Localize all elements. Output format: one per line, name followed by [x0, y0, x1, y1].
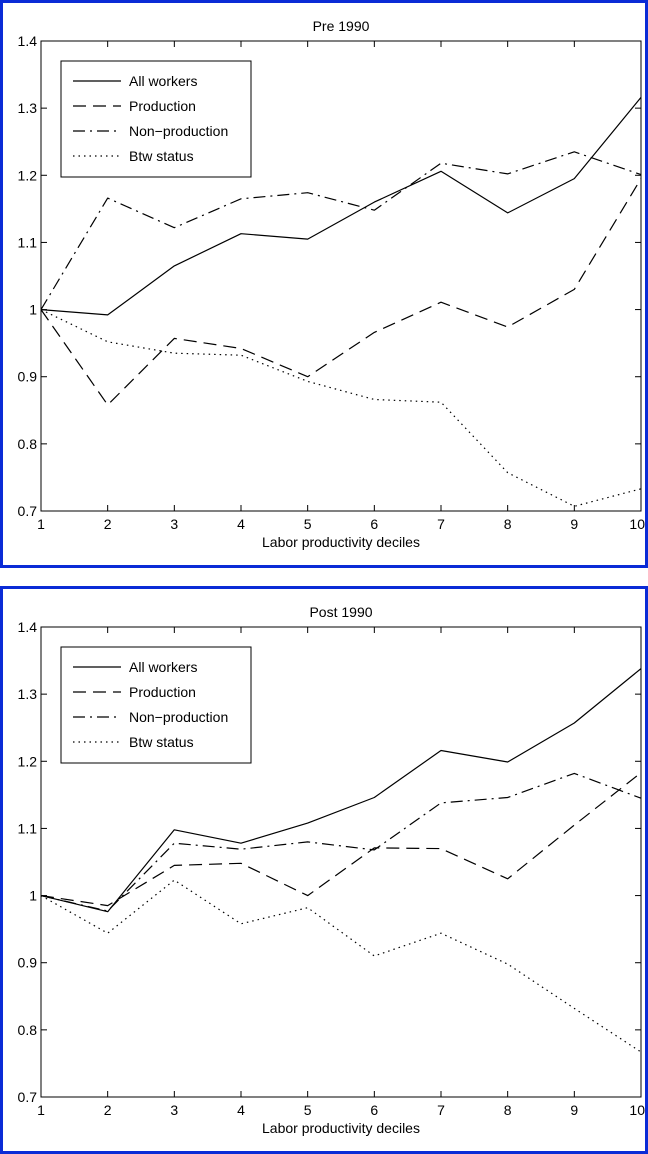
y-tick-label: 0.7	[18, 1089, 38, 1105]
y-tick-label: 1.4	[18, 33, 38, 49]
y-tick-label: 1.3	[18, 100, 38, 116]
legend-entry-label: All workers	[129, 73, 197, 89]
y-tick-label: 1.2	[18, 167, 38, 183]
legend-box	[60, 646, 252, 764]
x-tick-label: 8	[504, 1102, 512, 1118]
chart-panel-post-1990: Post 1990 0.7 0.8 0.9 1 1.1 1.2 1.3 1.4 1 2 3 4 5 6 7 8 9…	[0, 586, 648, 1154]
series-line-solid	[40, 97, 642, 316]
series-line-dotted	[40, 879, 642, 1053]
y-tick-label: 1.2	[18, 753, 38, 769]
chart-title: Pre 1990	[313, 18, 370, 34]
series-line-dashed	[40, 178, 642, 406]
y-tick-label: 1	[29, 302, 37, 318]
y-tick-label: 0.7	[18, 503, 38, 519]
y-tick-label: 0.9	[18, 369, 38, 385]
line-chart-pre-1990: Pre 1990 0.7 0.8 0.9 1 1.1 1.2 1.3 1.4 1 2 3 4 5 6 7 8 9 1…	[18, 18, 645, 550]
line-chart-post-1990: Post 1990 0.7 0.8 0.9 1 1.1 1.2 1.3 1.4 1 2 3 4 5 6 7 8 9…	[18, 604, 645, 1136]
x-tick-label: 2	[104, 516, 112, 532]
x-tick-label: 4	[237, 1102, 245, 1118]
x-tick-label: 10	[629, 516, 645, 532]
x-tick-label: 3	[170, 516, 178, 532]
y-tick-label: 0.8	[18, 436, 38, 452]
x-tick-label: 6	[370, 516, 378, 532]
plot-area-frame	[40, 40, 642, 512]
y-tick-label: 0.8	[18, 1022, 38, 1038]
legend-entry-label: Production	[129, 684, 196, 700]
y-tick-label: 1	[29, 888, 37, 904]
chart-title: Post 1990	[309, 604, 372, 620]
x-tick-label: 6	[370, 1102, 378, 1118]
x-tick-label: 2	[104, 1102, 112, 1118]
series-line-dashed	[40, 772, 642, 907]
x-axis-label: Labor productivity deciles	[262, 534, 420, 550]
y-tick-label: 1.4	[18, 619, 38, 635]
chart-panel-pre-1990: Pre 1990 0.7 0.8 0.9 1 1.1 1.2 1.3 1.4 1 2 3 4 5 6 7 8 9 1…	[0, 0, 648, 568]
x-tick-label: 1	[37, 1102, 45, 1118]
legend-box	[60, 60, 252, 178]
y-tick-label: 1.1	[18, 234, 38, 250]
legend-entry-label: All workers	[129, 659, 197, 675]
x-tick-label: 8	[504, 516, 512, 532]
legend-entry-label: Non−production	[129, 709, 228, 725]
legend-entry-label: Non−production	[129, 123, 228, 139]
series-line-solid	[40, 668, 642, 913]
y-tick-label: 1.1	[18, 820, 38, 836]
y-tick-label: 1.3	[18, 686, 38, 702]
x-tick-label: 7	[437, 1102, 445, 1118]
x-tick-label: 1	[37, 516, 45, 532]
x-tick-label: 4	[237, 516, 245, 532]
x-tick-label: 3	[170, 1102, 178, 1118]
x-tick-label: 7	[437, 516, 445, 532]
x-tick-label: 5	[304, 516, 312, 532]
x-tick-label: 9	[570, 516, 578, 532]
y-tick-label: 0.9	[18, 955, 38, 971]
legend-entry-label: Btw status	[129, 734, 194, 750]
series-line-dashdot	[40, 772, 642, 912]
x-tick-label: 9	[570, 1102, 578, 1118]
plot-area-frame	[40, 626, 642, 1098]
legend-entry-label: Btw status	[129, 148, 194, 164]
x-tick-label: 5	[304, 1102, 312, 1118]
x-axis-label: Labor productivity deciles	[262, 1120, 420, 1136]
x-tick-label: 10	[629, 1102, 645, 1118]
series-line-dotted	[40, 309, 642, 507]
legend-entry-label: Production	[129, 98, 196, 114]
